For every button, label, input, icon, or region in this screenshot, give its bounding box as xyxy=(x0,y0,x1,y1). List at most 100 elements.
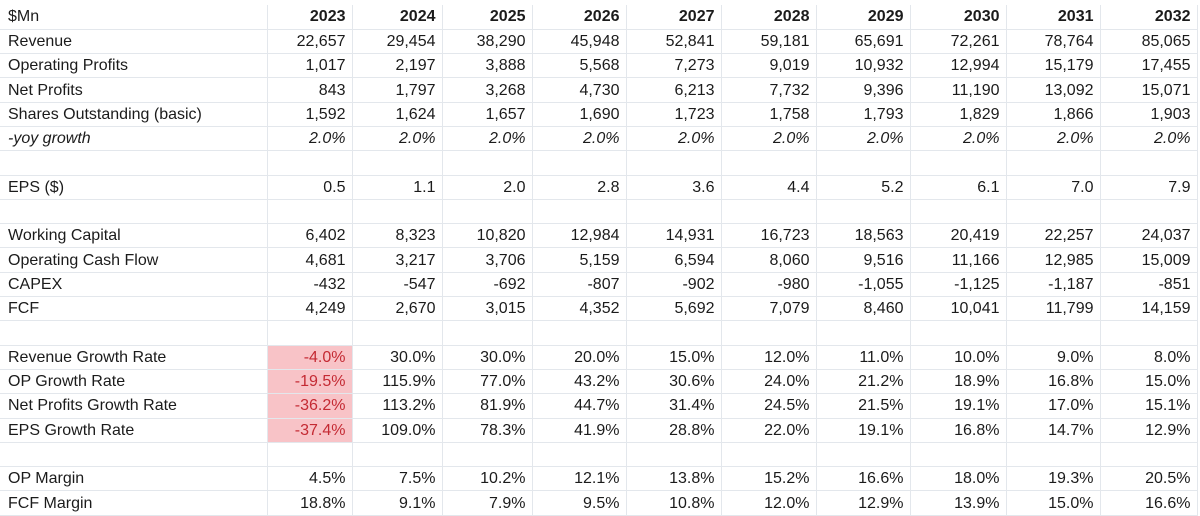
value-cell[interactable]: 7.0 xyxy=(1006,175,1101,200)
value-cell[interactable]: 115.9% xyxy=(352,369,443,395)
empty-cell[interactable] xyxy=(352,320,443,346)
row-label-cell[interactable]: FCF xyxy=(0,296,268,322)
empty-cell[interactable] xyxy=(0,199,268,225)
year-header-cell[interactable]: 2026 xyxy=(532,5,627,30)
empty-cell[interactable] xyxy=(442,442,533,468)
value-cell[interactable]: 18.0% xyxy=(910,466,1007,492)
empty-cell[interactable] xyxy=(532,320,627,346)
value-cell[interactable]: -692 xyxy=(442,272,533,298)
value-cell[interactable]: 44.7% xyxy=(532,393,627,419)
value-cell[interactable]: 20.0% xyxy=(532,345,627,370)
empty-cell[interactable] xyxy=(1100,320,1198,346)
row-label-cell[interactable]: OP Margin xyxy=(0,466,268,492)
empty-cell[interactable] xyxy=(352,442,443,468)
empty-cell[interactable] xyxy=(626,442,722,468)
empty-cell[interactable] xyxy=(532,150,627,176)
value-cell[interactable]: 72,261 xyxy=(910,29,1007,55)
value-cell[interactable]: 6,594 xyxy=(626,247,722,273)
empty-cell[interactable] xyxy=(442,150,533,176)
empty-cell[interactable] xyxy=(1006,320,1101,346)
empty-cell[interactable] xyxy=(0,320,268,346)
year-header-cell[interactable]: 2025 xyxy=(442,5,533,30)
value-cell[interactable]: 11,166 xyxy=(910,247,1007,273)
value-cell[interactable]: 7.9% xyxy=(442,490,533,516)
value-cell[interactable]: 1,793 xyxy=(816,102,911,127)
row-label-cell[interactable]: Working Capital xyxy=(0,223,268,249)
value-cell[interactable]: -1,187 xyxy=(1006,272,1101,298)
value-cell[interactable]: 12,984 xyxy=(532,223,627,249)
value-cell[interactable]: 1,657 xyxy=(442,102,533,127)
value-cell[interactable]: -807 xyxy=(532,272,627,298)
value-cell[interactable]: -432 xyxy=(267,272,353,298)
value-cell[interactable]: 15.0% xyxy=(1006,490,1101,516)
value-cell[interactable]: 3,015 xyxy=(442,296,533,322)
value-cell[interactable]: 16.6% xyxy=(1100,490,1198,516)
value-cell[interactable]: 12.9% xyxy=(816,490,911,516)
empty-cell[interactable] xyxy=(1100,199,1198,225)
empty-cell[interactable] xyxy=(267,320,353,346)
value-cell[interactable]: 2,197 xyxy=(352,53,443,79)
value-cell[interactable]: 78.3% xyxy=(442,418,533,443)
value-cell[interactable]: 12.0% xyxy=(721,345,817,370)
value-cell[interactable]: -547 xyxy=(352,272,443,298)
value-cell[interactable]: -36.2% xyxy=(267,393,353,419)
value-cell[interactable]: 52,841 xyxy=(626,29,722,55)
value-cell[interactable]: 1.1 xyxy=(352,175,443,200)
empty-cell[interactable] xyxy=(816,442,911,468)
value-cell[interactable]: 7.5% xyxy=(352,466,443,492)
empty-cell[interactable] xyxy=(1100,150,1198,176)
value-cell[interactable]: 2.0% xyxy=(721,126,817,152)
value-cell[interactable]: 21.2% xyxy=(816,369,911,395)
value-cell[interactable]: 24.0% xyxy=(721,369,817,395)
value-cell[interactable]: 38,290 xyxy=(442,29,533,55)
value-cell[interactable]: 8,460 xyxy=(816,296,911,322)
value-cell[interactable]: -1,055 xyxy=(816,272,911,298)
value-cell[interactable]: 11,799 xyxy=(1006,296,1101,322)
value-cell[interactable]: 16.8% xyxy=(910,418,1007,443)
row-label-cell[interactable]: Shares Outstanding (basic) xyxy=(0,102,268,127)
empty-cell[interactable] xyxy=(626,320,722,346)
value-cell[interactable]: 5,692 xyxy=(626,296,722,322)
year-header-cell[interactable]: 2032 xyxy=(1100,5,1198,30)
value-cell[interactable]: 7,732 xyxy=(721,77,817,103)
value-cell[interactable]: 9.5% xyxy=(532,490,627,516)
value-cell[interactable]: 15,071 xyxy=(1100,77,1198,103)
value-cell[interactable]: 3,217 xyxy=(352,247,443,273)
value-cell[interactable]: 20.5% xyxy=(1100,466,1198,492)
value-cell[interactable]: 3,888 xyxy=(442,53,533,79)
year-header-cell[interactable]: 2031 xyxy=(1006,5,1101,30)
value-cell[interactable]: 85,065 xyxy=(1100,29,1198,55)
value-cell[interactable]: -4.0% xyxy=(267,345,353,370)
value-cell[interactable]: 7,273 xyxy=(626,53,722,79)
value-cell[interactable]: 2.0% xyxy=(352,126,443,152)
row-label-cell[interactable]: Operating Profits xyxy=(0,53,268,79)
value-cell[interactable]: 15.1% xyxy=(1100,393,1198,419)
value-cell[interactable]: 9.1% xyxy=(352,490,443,516)
value-cell[interactable]: 10,041 xyxy=(910,296,1007,322)
empty-cell[interactable] xyxy=(0,150,268,176)
value-cell[interactable]: 12,985 xyxy=(1006,247,1101,273)
row-label-cell[interactable]: Operating Cash Flow xyxy=(0,247,268,273)
value-cell[interactable]: -1,125 xyxy=(910,272,1007,298)
value-cell[interactable]: 1,017 xyxy=(267,53,353,79)
value-cell[interactable]: 18.9% xyxy=(910,369,1007,395)
value-cell[interactable]: 2.0% xyxy=(442,126,533,152)
value-cell[interactable]: 16.6% xyxy=(816,466,911,492)
value-cell[interactable]: 2.0% xyxy=(1100,126,1198,152)
value-cell[interactable]: 9,396 xyxy=(816,77,911,103)
value-cell[interactable]: 17,455 xyxy=(1100,53,1198,79)
value-cell[interactable]: 5.2 xyxy=(816,175,911,200)
empty-cell[interactable] xyxy=(1006,150,1101,176)
value-cell[interactable]: 8.0% xyxy=(1100,345,1198,370)
value-cell[interactable]: 10.2% xyxy=(442,466,533,492)
value-cell[interactable]: 30.6% xyxy=(626,369,722,395)
empty-cell[interactable] xyxy=(267,442,353,468)
value-cell[interactable]: 1,829 xyxy=(910,102,1007,127)
value-cell[interactable]: 5,159 xyxy=(532,247,627,273)
value-cell[interactable]: 9,516 xyxy=(816,247,911,273)
value-cell[interactable]: 19.1% xyxy=(816,418,911,443)
empty-cell[interactable] xyxy=(721,442,817,468)
empty-cell[interactable] xyxy=(910,199,1007,225)
value-cell[interactable]: 2.0% xyxy=(626,126,722,152)
value-cell[interactable]: 1,624 xyxy=(352,102,443,127)
